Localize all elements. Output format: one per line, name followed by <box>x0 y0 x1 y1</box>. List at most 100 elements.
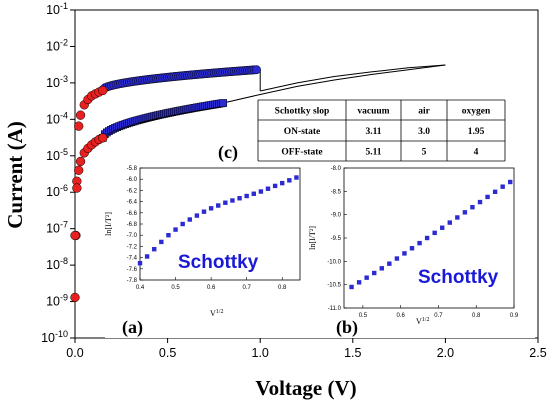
data-point-blue-square <box>219 99 228 107</box>
inset-y-tick-label: -9.0 <box>331 213 342 219</box>
inset-data-point <box>265 186 271 191</box>
y-tick-exp: -7 <box>60 220 68 230</box>
inset-data-point <box>424 235 430 241</box>
inset-x-tick-label: 0.5 <box>359 313 368 319</box>
inset-data-point <box>356 280 362 285</box>
inset-y-tick-label: -5.8 <box>127 166 138 172</box>
y-tick-exp: -10 <box>55 329 68 339</box>
inset-x-tick-label: 0.7 <box>434 313 443 319</box>
inset-b-xlabel-base: V <box>416 317 422 326</box>
inset-y-tick-label: -6.6 <box>127 211 138 217</box>
y-tick-base: 10 <box>46 112 60 126</box>
inset-a-xlabel-base: V <box>210 309 216 318</box>
inset-data-point <box>417 240 422 246</box>
x-tick-label: 2.0 <box>437 346 454 360</box>
data-point-red-circle <box>70 292 80 303</box>
inset-c-table: Schottky slop vacuum air oxygen ON-state 3.11… <box>218 98 509 163</box>
inset-y-tick-label: -8.5 <box>331 189 342 195</box>
inset-data-point <box>485 194 490 200</box>
y-tick-base: 10 <box>46 295 60 309</box>
y-tick-exp: -4 <box>60 110 68 120</box>
inset-b-word: Schottky <box>418 267 499 288</box>
inset-y-tick-label: -7.4 <box>127 256 138 262</box>
inset-x-tick-label: 0.6 <box>207 285 216 291</box>
inset-data-point <box>470 205 475 210</box>
inset-data-point <box>409 246 415 251</box>
inset-a-xlabel: V1/2 <box>210 309 223 318</box>
data-point-red-circle <box>72 183 82 193</box>
inset-data-point <box>187 217 192 222</box>
table-header-cell: oxygen <box>462 107 491 117</box>
y-tick-exp: -9 <box>60 293 68 303</box>
x-tick-label: 2.5 <box>529 346 546 360</box>
x-tick-label: 1.5 <box>344 346 361 360</box>
inset-data-point <box>208 206 214 211</box>
inset-y-tick-label: -7.2 <box>127 244 138 250</box>
inset-b-ylabel: ln[I/T²] <box>308 226 317 250</box>
data-point-red-circle <box>74 121 84 131</box>
inset-b-xlabel-sup: 1/2 <box>422 317 430 323</box>
inset-b: 0.5 0.6 0.7 0.8 0.9 -8.0 -8.5 -9.0 -9.5 -10.0 -10.… <box>308 160 535 338</box>
y-tick-label: 10-3 <box>46 74 68 90</box>
inset-data-point <box>166 233 171 238</box>
y-axis-title: Current (A) <box>3 121 27 229</box>
inset-data-point <box>159 239 164 245</box>
inset-data-point <box>455 215 460 220</box>
y-tick-exp: -3 <box>60 74 68 84</box>
data-point-red-circle <box>98 133 108 143</box>
data-point-red-circle <box>75 156 86 167</box>
inset-data-point <box>230 198 235 203</box>
y-tick-exp: -5 <box>60 147 68 157</box>
inset-data-point <box>144 254 150 259</box>
inset-x-tick-label: 0.7 <box>242 285 251 291</box>
inset-a: 0.4 0.5 0.6 0.7 0.8 -5.8 -6.0 -6.2 -6.4 -6.6 -6.8 -… <box>104 160 310 338</box>
inset-data-point <box>364 275 369 280</box>
inset-y-tick-label: -8.0 <box>331 166 342 172</box>
inset-data-point <box>349 284 354 290</box>
inset-data-point <box>402 251 407 256</box>
y-tick-label: 10-7 <box>46 220 68 236</box>
table-cell: ON-state <box>284 127 320 137</box>
table-panel <box>255 98 509 162</box>
y-tick-label: 10-6 <box>46 183 68 199</box>
sweep-line-upper <box>260 64 446 92</box>
inset-data-point <box>280 180 285 186</box>
inset-data-point <box>372 270 377 276</box>
inset-x-tick-label: 0.5 <box>171 285 180 291</box>
inset-data-point <box>180 221 185 227</box>
inset-b-ticks: 0.5 0.6 0.7 0.8 0.9 -8.0 -8.5 -9.0 -9.5 -10.0 -10.… <box>327 166 519 319</box>
inset-data-point <box>258 189 264 194</box>
inset-a-points <box>137 175 299 266</box>
x-tick-label: 1.0 <box>252 346 269 360</box>
inset-data-point <box>152 247 157 252</box>
inset-b-points <box>349 179 513 290</box>
y-tick-label: 10-1 <box>46 1 68 17</box>
inset-b-xlabel: V1/2 <box>416 317 429 326</box>
inset-data-point <box>432 230 437 236</box>
inset-a-panel <box>105 160 310 338</box>
inset-data-point <box>492 189 498 194</box>
y-tick-base: 10 <box>46 185 60 199</box>
data-point-blue-circle <box>252 65 261 75</box>
inset-y-tick-label: -10.0 <box>327 259 341 265</box>
y-tick-base: 10 <box>46 76 60 90</box>
inset-y-tick-label: -6.8 <box>127 222 138 228</box>
inset-data-point <box>447 220 452 225</box>
inset-data-point <box>216 203 221 208</box>
inset-a-ticks: 0.4 0.5 0.6 0.7 0.8 -5.8 -6.0 -6.2 -6.4 -6.6 -6.8 -… <box>127 166 287 291</box>
y-tick-exp: -1 <box>60 1 68 11</box>
inset-y-tick-label: -7.0 <box>127 233 138 239</box>
main-series <box>70 64 446 303</box>
y-tick-exp: -2 <box>60 37 68 47</box>
y-tick-exp: -8 <box>60 256 68 266</box>
table-grid <box>257 99 506 162</box>
y-tick-label: 10-9 <box>46 293 68 309</box>
inset-y-tick-label: -6.0 <box>127 177 138 183</box>
inset-a-xlabel-sup: 1/2 <box>216 309 224 315</box>
table-cell: 4 <box>474 148 479 158</box>
x-tick-label: 0.0 <box>66 346 83 360</box>
inset-data-point <box>251 191 256 196</box>
y-tick-label: 10-10 <box>41 329 68 345</box>
inset-b-tag: (b) <box>336 317 358 338</box>
